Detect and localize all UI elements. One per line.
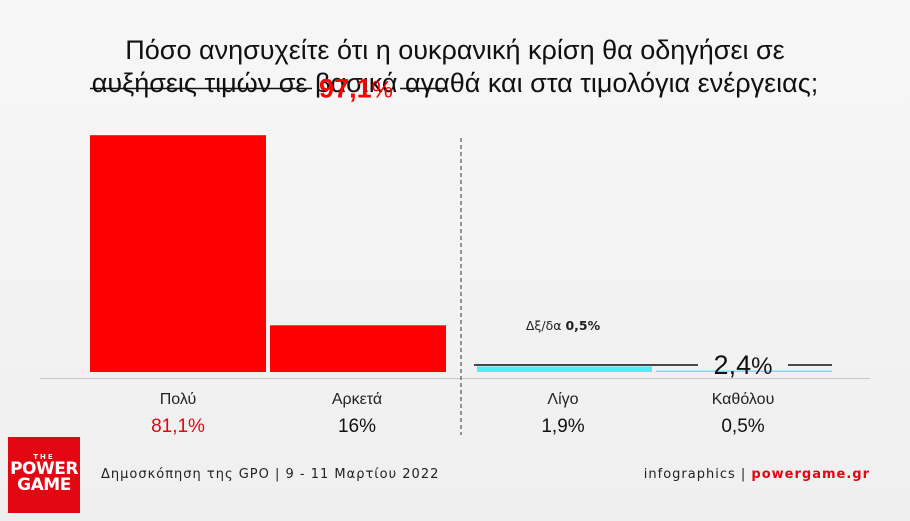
category-label-2: Αρκετά (332, 391, 382, 408)
annotation-value: 0,5% (565, 318, 600, 333)
logo-line-2: GAME (17, 475, 71, 495)
logo-the: THE (33, 453, 55, 461)
bar-2 (270, 325, 446, 372)
footer-credit: infographics | powergame.gr (644, 467, 870, 482)
bar-1 (90, 135, 266, 372)
category-label-4: Καθόλου (712, 391, 775, 408)
group-total-unit-1: % (372, 76, 393, 103)
title-line-2: αυξήσεις τιμών σε βασικά αγαθά και στα τ… (91, 68, 819, 98)
value-label-4: 0,5% (721, 416, 764, 437)
group-total-number-1: 97,1 (319, 73, 372, 103)
footer-source: Δημοσκόπηση της GPO | 9 - 11 Μαρτίου 202… (101, 467, 440, 482)
group-total-label-1: 97,1% (319, 73, 393, 103)
title-line-1: Πόσο ανησυχείτε ότι η ουκρανική κρίση θα… (125, 35, 785, 65)
value-label-1: 81,1% (151, 416, 205, 437)
annotation-prefix: Δξ/δα (526, 318, 566, 333)
group-total-number-2: 2,4 (714, 350, 752, 380)
value-label-2: 16% (338, 416, 376, 437)
category-label-3: Λίγο (547, 391, 578, 408)
powergame-logo: THE POWER GAME (8, 437, 80, 513)
bar-4 (656, 370, 832, 372)
value-label-3: 1,9% (541, 416, 584, 437)
bar-3 (477, 366, 652, 372)
chart-title: Πόσο ανησυχείτε ότι η ουκρανική κρίση θα… (0, 34, 910, 100)
group-total-unit-2: % (751, 353, 772, 380)
group-total-label-2: 2,4% (714, 350, 773, 380)
logo-line-1: POWER (10, 459, 78, 479)
footer-credit-site: powergame.gr (751, 467, 870, 482)
annotation-dk-na: Δξ/δα 0,5% (526, 318, 601, 333)
footer-credit-prefix: infographics | (643, 467, 752, 482)
category-label-1: Πολύ (160, 391, 197, 408)
